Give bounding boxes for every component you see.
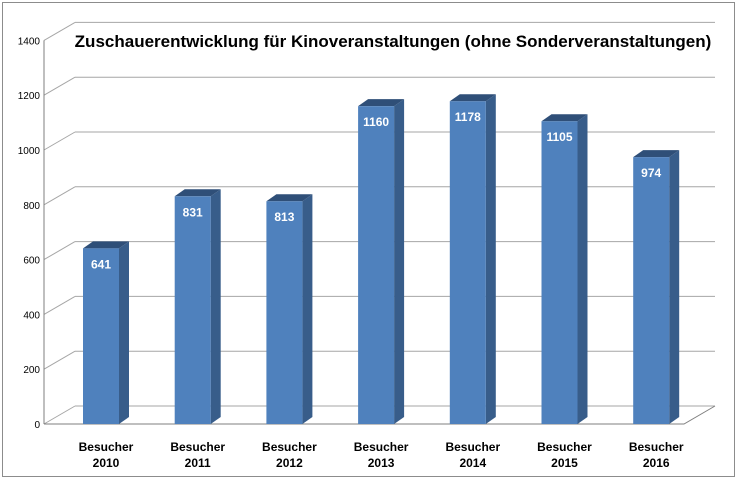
gridline-connector xyxy=(43,350,76,370)
y-tick-label: 600 xyxy=(23,256,40,267)
gridline-connector xyxy=(43,76,76,96)
bar-top xyxy=(174,189,221,197)
gridline-connector xyxy=(43,21,76,41)
data-label: 1160 xyxy=(363,115,389,129)
data-label: 813 xyxy=(274,210,294,224)
bar-front xyxy=(449,101,486,424)
bar: 1105 xyxy=(541,114,588,424)
bar-top xyxy=(358,99,405,107)
bar-top xyxy=(266,194,313,202)
x-tick-label: Besucher 2013 xyxy=(354,440,409,470)
data-label: 974 xyxy=(641,166,661,180)
x-tick-label: Besucher 2015 xyxy=(537,440,592,470)
bar: 974 xyxy=(633,150,680,424)
y-tick-label: 1000 xyxy=(18,146,41,157)
bar: 1178 xyxy=(449,94,496,424)
bar-side xyxy=(119,241,129,424)
y-tick-label: 1200 xyxy=(18,91,41,102)
y-axis: 0 200 400 600 800 1000 1200 1400 xyxy=(18,36,716,431)
x-tick-label: Besucher 2012 xyxy=(262,440,317,470)
bar-side xyxy=(394,99,405,424)
chart-frame: 0 200 400 600 800 1000 1200 1400 641 831 813 1160 1… xyxy=(2,2,735,477)
y-tick-label: 1400 xyxy=(18,36,41,47)
x-tick-label: Besucher 2011 xyxy=(170,440,225,470)
data-label: 641 xyxy=(91,257,111,271)
x-axis-floor xyxy=(44,405,716,425)
gridline-connector xyxy=(43,186,76,206)
gridline-connector xyxy=(43,295,76,315)
bar-front xyxy=(174,196,211,424)
bar-top xyxy=(541,114,588,122)
bar-front xyxy=(633,157,670,424)
bar-front xyxy=(266,201,303,424)
chart-title: Zuschauerentwicklung für Kinoveranstaltu… xyxy=(75,32,712,51)
bar-top xyxy=(449,94,496,102)
bar-side xyxy=(577,114,588,424)
bar-side xyxy=(302,194,313,424)
category-labels: Besucher 2010 Besucher 2011 Besucher 2012 Besu… xyxy=(79,440,684,470)
bar: 641 xyxy=(83,241,129,424)
x-tick-label: Besucher 2014 xyxy=(445,440,500,470)
y-tick-label: 200 xyxy=(23,365,40,376)
data-label: 831 xyxy=(183,205,203,219)
bar-top xyxy=(633,150,680,158)
bar-side xyxy=(669,150,680,424)
x-tick-label: Besucher 2016 xyxy=(629,440,684,470)
gridline-connector xyxy=(43,241,76,261)
bar-front xyxy=(83,248,119,424)
bar-top xyxy=(83,241,129,249)
bar-front xyxy=(541,121,578,424)
bars: 641 831 813 1160 1178 1105 974 xyxy=(83,94,680,424)
gridline-connector xyxy=(43,405,76,425)
data-label: 1105 xyxy=(546,130,572,144)
bar: 813 xyxy=(266,194,313,424)
bar: 831 xyxy=(174,189,221,424)
y-tick-label: 400 xyxy=(23,310,40,321)
bar-chart: 0 200 400 600 800 1000 1200 1400 641 831 813 1160 1… xyxy=(18,21,716,470)
y-tick-label: 0 xyxy=(34,420,40,431)
x-tick-label: Besucher 2010 xyxy=(79,440,134,470)
y-tick-label: 800 xyxy=(23,201,40,212)
bar-side xyxy=(485,94,496,424)
bar-side xyxy=(210,189,221,424)
data-label: 1178 xyxy=(455,110,481,124)
gridline-connector xyxy=(43,131,76,151)
bar-front xyxy=(358,106,395,424)
bar: 1160 xyxy=(358,99,405,424)
